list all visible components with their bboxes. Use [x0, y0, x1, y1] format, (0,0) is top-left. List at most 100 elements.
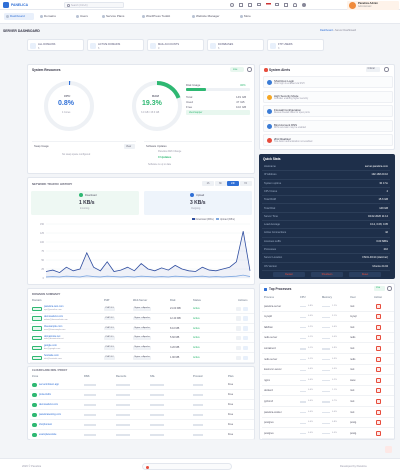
kill-process-button[interactable] [376, 420, 381, 426]
nav-item-service-plans[interactable]: Service Plans [100, 13, 136, 20]
domain-name[interactable]: theexample.com [44, 324, 63, 328]
stat-card[interactable]: MAIL ACCOUNTS 0 [147, 39, 204, 51]
alert-item[interactable]: High Security Mode Consider enabling high… [263, 90, 393, 103]
table-row[interactable]: panelicatesting.com Free [30, 410, 254, 420]
nav-item-users[interactable]: Users [74, 13, 96, 20]
range-7d[interactable]: 7d [239, 181, 252, 186]
breadcrumb-home[interactable]: Dashboard [320, 29, 333, 32]
stat-card[interactable]: ACTIVE DOMAINS 6 [87, 39, 144, 51]
moon-icon[interactable] [302, 2, 306, 7]
zone-name[interactable]: exampletestsite [39, 433, 57, 436]
processes-header-cell: CPU [300, 296, 306, 299]
alert-item[interactable]: SSH Root Login Root login is enabled via … [263, 76, 393, 88]
kill-process-button[interactable] [376, 430, 381, 436]
table-row[interactable]: serverinfotext.app Free [30, 380, 254, 390]
disk-usage: 8.10 MB [170, 326, 180, 330]
monitor-icon[interactable] [257, 2, 261, 6]
table-row[interactable]: shopfuntest Free [30, 420, 254, 430]
zone-name[interactable]: serverinfotext.app [39, 383, 59, 386]
nav-item-domains[interactable]: Domains [38, 13, 68, 20]
mem-bar [322, 390, 330, 392]
domain-name[interactable]: google.com [44, 344, 57, 348]
stat-card[interactable]: DATABASES 6 [207, 39, 264, 51]
domain-name[interactable]: hostsafe.com [44, 354, 59, 358]
domain-name[interactable]: panelica.test.com [44, 305, 64, 309]
zone-name[interactable]: demosafetxt.com [39, 403, 59, 406]
flag-icon[interactable] [266, 2, 271, 6]
y-tick-label: 75 [41, 250, 44, 253]
search-input[interactable]: Search (Ctrl+K) [71, 4, 88, 7]
quick-action-reset[interactable]: Reset [349, 272, 381, 277]
table-row[interactable]: hostsafe.com info@hostsafe.com PHP 8.2 Ngin… [30, 353, 254, 363]
zone-name[interactable]: protectslim [39, 393, 52, 396]
nav-label: Dashboard [10, 14, 25, 18]
range-1h[interactable]: 1h [202, 181, 214, 186]
kill-process-button[interactable] [376, 345, 381, 351]
mail-icon[interactable] [275, 2, 279, 6]
kill-process-button[interactable] [376, 314, 381, 320]
domain-name[interactable]: domainsite.net [44, 334, 61, 338]
edit-button[interactable] [236, 355, 241, 360]
kill-process-button[interactable] [376, 367, 381, 373]
kill-process-button[interactable] [376, 335, 381, 341]
table-row[interactable]: domainsite.net web@domainsite.net PHP 8.1 N… [30, 333, 254, 344]
table-row[interactable]: google.com dev@google.com PHP 8.3 Nginx + A… [30, 343, 254, 353]
delete-button[interactable] [243, 306, 248, 311]
edit-button[interactable] [236, 306, 241, 311]
table-row[interactable]: exampletestsite Free [30, 430, 254, 440]
table-row[interactable]: protectslim Free [30, 390, 254, 400]
table-row[interactable]: demosafetxt.com Free [30, 400, 254, 410]
range-24h[interactable]: 24h [227, 181, 239, 186]
kill-process-button[interactable] [376, 324, 381, 330]
stat-card[interactable]: FTP USERS 3 [267, 39, 324, 51]
fullscreen-icon[interactable] [284, 2, 288, 7]
edit-button[interactable] [236, 326, 241, 331]
quick-stats-card: Quick Stats Hostname server.panelica.com I… [259, 154, 395, 279]
table-row[interactable]: panelica.test.com ops@panelica.com PHP 8.3… [30, 304, 254, 314]
table-row[interactable]: theexample.com user@theexample.com PHP 8.3… [30, 324, 254, 334]
zone-name[interactable]: shopfuntest [39, 423, 52, 426]
nav-item-dashboard[interactable]: Dashboard [4, 13, 34, 20]
nav-item-more[interactable]: More [238, 13, 258, 20]
alerts-refresh-icon[interactable] [384, 67, 389, 72]
quick-stat-key: Active Connections [264, 231, 287, 235]
terminal-icon[interactable] [248, 2, 252, 7]
delete-button[interactable] [243, 355, 248, 360]
delete-button[interactable] [243, 335, 248, 341]
kill-process-button[interactable] [376, 398, 381, 404]
delete-button[interactable] [243, 345, 248, 351]
search-box[interactable]: Search (Ctrl+K) [64, 2, 124, 8]
delete-button[interactable] [243, 316, 248, 321]
stat-card[interactable]: ALL DOMAINS 6 [27, 39, 84, 51]
processes-refresh-icon[interactable] [387, 286, 392, 291]
quick-action-restart[interactable]: Restart [273, 272, 305, 277]
kill-process-button[interactable] [376, 356, 381, 362]
globe-icon[interactable] [230, 2, 234, 7]
table-row[interactable]: demosafetxt.com admin@demosafetxt.com PHP … [30, 314, 254, 324]
delete-button[interactable] [243, 326, 248, 331]
nav-item-wordpress-toolkit[interactable]: WordPress Toolkit [140, 13, 186, 20]
range-6h[interactable]: 6h [214, 181, 227, 186]
edit-button[interactable] [236, 335, 241, 341]
brand-logo[interactable] [3, 2, 9, 8]
zone-name[interactable]: panelicatesting.com [39, 413, 62, 416]
kill-process-button[interactable] [376, 377, 381, 383]
user-menu[interactable]: Panelica Admin Administrator [347, 0, 399, 10]
alert-item[interactable]: 2FA Disabled Two-factor authentication no… [263, 134, 393, 146]
grid-icon[interactable] [239, 2, 243, 7]
footer-search[interactable] [142, 463, 232, 470]
scroll-top-button[interactable] [385, 446, 392, 453]
alert-item[interactable]: Bind Account DNS DNS recursion may be ena… [263, 119, 393, 132]
edit-button[interactable] [236, 345, 241, 351]
kill-process-button[interactable] [376, 388, 381, 394]
bell-icon[interactable] [293, 2, 297, 7]
swap-view-button[interactable]: View [124, 144, 135, 149]
kill-process-button[interactable] [376, 303, 381, 309]
nav-item-website-manager[interactable]: Website Manager [190, 13, 234, 20]
kill-process-button[interactable] [376, 409, 381, 415]
edit-button[interactable] [236, 316, 241, 321]
refresh-icon[interactable] [247, 67, 252, 72]
alert-item[interactable]: Firewall Configuration Review firewall ru… [263, 105, 393, 117]
domain-name[interactable]: demosafetxt.com [44, 314, 64, 318]
quick-action-shutdown[interactable]: Shutdown [311, 272, 343, 277]
